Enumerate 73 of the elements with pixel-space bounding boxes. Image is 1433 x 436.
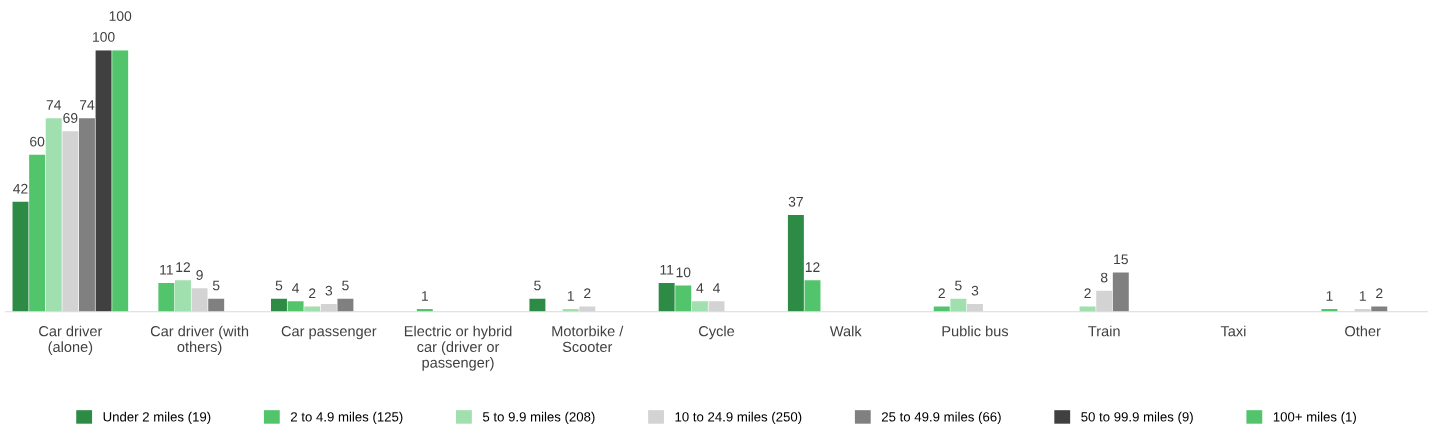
- bar: [804, 280, 821, 312]
- data-label: 9: [196, 270, 203, 280]
- data-label: 74: [46, 100, 62, 110]
- data-label: 5: [955, 280, 962, 291]
- x-tick-label: Taxi: [1220, 325, 1246, 337]
- data-label: 11: [160, 264, 173, 275]
- data-label: 69: [63, 113, 78, 123]
- bar: [12, 201, 29, 312]
- data-label: 100: [109, 11, 132, 22]
- data-label: 5: [212, 280, 220, 291]
- bar: [287, 301, 304, 312]
- data-label: 60: [30, 136, 45, 147]
- x-tick-label: Motorbike / Scooter: [552, 325, 624, 353]
- data-label: 12: [805, 262, 820, 272]
- data-label: 11: [660, 264, 674, 275]
- bar: [337, 298, 354, 312]
- data-label: 5: [275, 280, 283, 291]
- legend-label: 50 to 99.9 miles (9): [1081, 411, 1193, 425]
- bar: [1112, 272, 1129, 312]
- bar: [787, 214, 804, 312]
- data-label: 42: [13, 183, 28, 194]
- data-label: 3: [971, 285, 979, 296]
- bar: [950, 298, 967, 312]
- data-label: 8: [1100, 272, 1108, 283]
- bar: [529, 298, 546, 312]
- data-label: 10: [676, 267, 691, 278]
- data-label: 3: [325, 285, 333, 296]
- x-tick-label: Walk: [829, 325, 862, 337]
- bar: [691, 301, 708, 312]
- data-label: 4: [696, 283, 704, 293]
- data-label: 2: [938, 288, 945, 299]
- x-tick-label: Cycle: [699, 325, 735, 340]
- bar: [174, 280, 191, 312]
- legend-label: Under 2 miles (19): [103, 411, 211, 425]
- data-label: 2: [1376, 288, 1383, 299]
- legend-label: 100+ miles (1): [1273, 411, 1356, 425]
- data-label: 15: [1114, 254, 1128, 265]
- x-tick-label: Car passenger: [281, 326, 377, 340]
- data-label: 4: [292, 283, 300, 293]
- bar: [95, 50, 112, 312]
- legend-label: 25 to 49.9 miles (66): [881, 411, 1001, 425]
- legend-label: 2 to 4.9 miles (125): [290, 411, 403, 425]
- data-label: 100: [93, 32, 115, 42]
- bar: [112, 50, 129, 312]
- bar: [45, 118, 62, 312]
- x-tick-label: Public bus: [942, 325, 1009, 337]
- data-label: 5: [534, 280, 541, 291]
- data-label: 74: [79, 100, 95, 110]
- data-label: 12: [176, 262, 190, 272]
- bar: [29, 154, 46, 312]
- x-tick-label: Train: [1088, 325, 1120, 337]
- bar: [658, 282, 675, 312]
- data-label: 2: [309, 288, 316, 299]
- x-tick-label: Electric or hybrid car (driver or passenger): [404, 325, 512, 371]
- legend-label: 5 to 9.9 miles (208): [482, 411, 595, 425]
- x-tick-label: Other: [1345, 325, 1381, 337]
- data-label: 4: [712, 283, 720, 293]
- bar: [78, 118, 95, 312]
- data-label: 1: [422, 291, 428, 301]
- data-label: 5: [342, 280, 349, 291]
- data-label: 2: [1084, 288, 1091, 299]
- data-label: 1: [567, 291, 574, 301]
- bar: [270, 298, 287, 312]
- data-label: 37: [788, 196, 803, 207]
- data-label: 1: [1359, 291, 1366, 301]
- x-tick-label: Car driver (alone): [39, 325, 103, 355]
- bar: [158, 282, 175, 312]
- legend-label: 10 to 24.9 miles (250): [675, 411, 802, 425]
- data-label: 1: [1326, 291, 1333, 301]
- data-label: 2: [584, 288, 591, 299]
- x-tick-label: Car driver (with others): [150, 325, 249, 355]
- bar: [208, 298, 225, 312]
- bar: [675, 285, 692, 312]
